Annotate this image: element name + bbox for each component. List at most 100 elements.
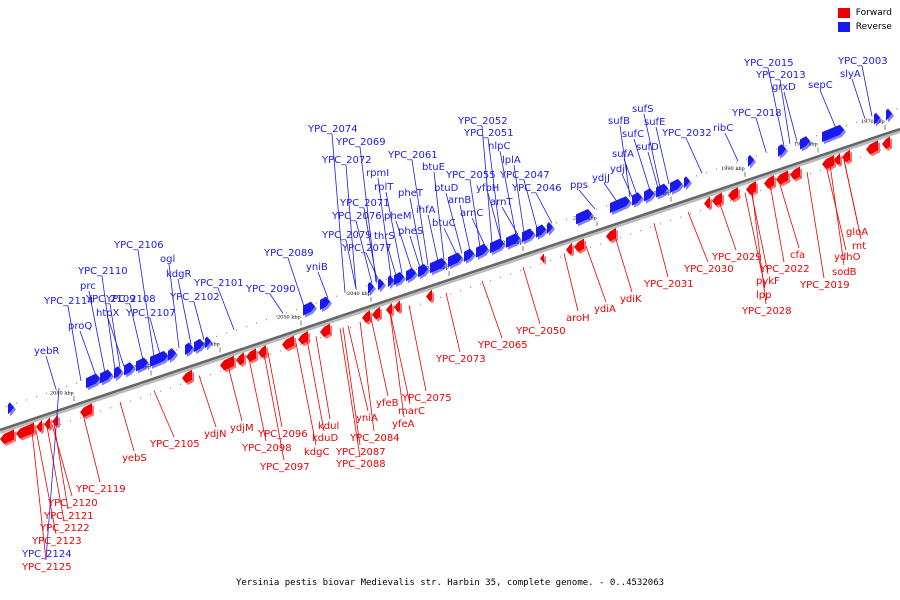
reverse-gene-arrow[interactable] — [886, 108, 892, 121]
gene-label-ynia[interactable]: yniA — [356, 413, 378, 424]
gene-label-phet[interactable]: pheT — [398, 188, 424, 199]
gene-label-ypc-2097[interactable]: YPC_2097 — [259, 462, 310, 473]
gene-label-arnt[interactable]: arnT — [490, 197, 513, 208]
forward-gene-arrow[interactable] — [566, 242, 572, 255]
forward-gene-arrow[interactable] — [746, 181, 756, 195]
gene-label-ogl[interactable]: ogl — [160, 254, 175, 265]
reverse-gene-arrow[interactable] — [430, 257, 446, 274]
gene-label-arnc[interactable]: arnC — [460, 208, 483, 219]
gene-label-ypc-2074[interactable]: YPC_2074 — [307, 124, 358, 135]
gene-label-btud[interactable]: btuD — [434, 183, 459, 194]
forward-gene-arrow[interactable] — [764, 175, 774, 189]
reverse-gene-arrow[interactable] — [136, 357, 148, 372]
gene-label-ynib[interactable]: yniB — [306, 262, 328, 273]
gene-label-ypc-2106[interactable]: YPC_2106 — [113, 240, 164, 251]
gene-label-ihfa[interactable]: ihfA — [416, 205, 436, 216]
reverse-gene-arrow[interactable] — [644, 188, 654, 202]
forward-gene-arrow[interactable] — [298, 330, 308, 345]
forward-gene-arrow[interactable] — [372, 306, 380, 320]
reverse-gene-arrow[interactable] — [150, 350, 168, 367]
forward-gene-arrow[interactable] — [866, 140, 878, 155]
gene-label-ypc-2018[interactable]: YPC_2018 — [731, 108, 782, 119]
gene-label-marc[interactable]: marC — [398, 406, 425, 417]
reverse-gene-arrow[interactable] — [547, 222, 553, 235]
gene-label-ypc-2013[interactable]: YPC_2013 — [755, 70, 806, 81]
gene-label-ypc-2071[interactable]: YPC_2071 — [339, 198, 390, 209]
gene-label-ypc-2050[interactable]: YPC_2050 — [515, 326, 566, 337]
gene-label-kdul[interactable]: kdul — [318, 421, 339, 432]
reverse-gene-arrow[interactable] — [194, 338, 204, 353]
reverse-gene-arrow[interactable] — [124, 362, 134, 376]
gene-label-ypc-2096[interactable]: YPC_2096 — [257, 429, 308, 440]
gene-label-ydjj[interactable]: ydjJ — [592, 173, 610, 184]
gene-label-thrs[interactable]: thrS — [374, 231, 395, 242]
gene-label-rpmi[interactable]: rpmI — [366, 168, 389, 179]
gene-label-prc[interactable]: prc — [80, 281, 96, 292]
gene-label-lpla[interactable]: lplA — [502, 155, 521, 166]
gene-label-nlpc[interactable]: nlpC — [488, 141, 510, 152]
gene-label-ypc-2119[interactable]: YPC_2119 — [75, 484, 126, 495]
reverse-gene-arrow[interactable] — [205, 336, 211, 349]
reverse-gene-arrow[interactable] — [406, 267, 416, 282]
gene-label-ypc-2090[interactable]: YPC_2090 — [245, 284, 296, 295]
forward-gene-arrow[interactable] — [362, 310, 370, 323]
forward-gene-arrow[interactable] — [394, 300, 400, 313]
gene-label-ypc-2031[interactable]: YPC_2031 — [643, 279, 694, 290]
gene-label-yfbh[interactable]: yfbH — [476, 183, 499, 194]
forward-gene-arrow[interactable] — [776, 170, 788, 185]
forward-gene-arrow[interactable] — [182, 369, 192, 384]
reverse-gene-arrow[interactable] — [670, 178, 682, 193]
reverse-gene-arrow[interactable] — [476, 243, 488, 258]
gene-label-slya[interactable]: slyA — [840, 69, 861, 80]
gene-label-sepc[interactable]: sepC — [808, 80, 833, 91]
reverse-gene-arrow[interactable] — [748, 154, 754, 167]
reverse-gene-arrow[interactable] — [536, 224, 546, 238]
gene-label-ypc-2076[interactable]: YPC_2076 — [331, 211, 382, 222]
gene-label-ypc-2047[interactable]: YPC_2047 — [499, 170, 550, 181]
gene-label-ydho[interactable]: ydhO — [834, 252, 861, 263]
reverse-gene-arrow[interactable] — [368, 281, 374, 294]
gene-label-ypc-2125[interactable]: YPC_2125 — [21, 562, 72, 573]
gene-label-sufb[interactable]: sufB — [608, 116, 630, 127]
gene-label-ypc-2114[interactable]: YPC_2114 — [43, 296, 94, 307]
gene-label-ypc-2108[interactable]: YPC_2108 — [105, 294, 156, 305]
gene-label-ypc-2022[interactable]: YPC_2022 — [759, 264, 810, 275]
gene-label-gloa[interactable]: gloA — [846, 227, 868, 238]
gene-label-ydjn[interactable]: ydjN — [204, 429, 227, 440]
reverse-gene-arrow[interactable] — [576, 209, 592, 225]
gene-label-ypc-2122[interactable]: YPC_2122 — [39, 523, 90, 534]
gene-label-ypc-2061[interactable]: YPC_2061 — [387, 150, 438, 161]
reverse-gene-arrow[interactable] — [8, 402, 14, 415]
reverse-gene-arrow[interactable] — [185, 342, 193, 356]
gene-label-ydji[interactable]: ydjI — [610, 164, 628, 175]
forward-gene-arrow[interactable] — [426, 289, 432, 302]
forward-gene-arrow[interactable] — [704, 196, 710, 209]
gene-label-cfa[interactable]: cfa — [790, 250, 805, 261]
reverse-gene-arrow[interactable] — [684, 176, 690, 189]
gene-label-phes[interactable]: pheS — [398, 226, 423, 237]
gene-label-arnb[interactable]: arnB — [448, 195, 471, 206]
forward-gene-arrow[interactable] — [80, 403, 92, 418]
gene-label-ydjm[interactable]: ydjM — [230, 423, 254, 434]
gene-label-kdud[interactable]: kduD — [312, 433, 338, 444]
gene-label-rnt[interactable]: rnt — [852, 241, 866, 252]
gene-label-ypc-2052[interactable]: YPC_2052 — [457, 116, 508, 127]
forward-gene-arrow[interactable] — [320, 323, 330, 337]
forward-gene-arrow[interactable] — [0, 429, 14, 444]
gene-label-ypc-2089[interactable]: YPC_2089 — [263, 248, 314, 259]
gene-label-ypc-2051[interactable]: YPC_2051 — [463, 128, 514, 139]
gene-label-yebs[interactable]: yebS — [122, 453, 147, 464]
gene-label-ydia[interactable]: ydiA — [594, 304, 616, 315]
forward-gene-arrow[interactable] — [606, 227, 616, 242]
gene-label-ypc-2055[interactable]: YPC_2055 — [445, 170, 496, 181]
gene-label-sufd[interactable]: sufD — [636, 142, 659, 153]
forward-gene-arrow[interactable] — [282, 335, 294, 350]
gene-label-ypc-2123[interactable]: YPC_2123 — [31, 536, 82, 547]
forward-gene-arrow[interactable] — [882, 136, 890, 150]
reverse-gene-arrow[interactable] — [388, 275, 394, 288]
reverse-gene-arrow[interactable] — [168, 348, 176, 361]
forward-gene-arrow[interactable] — [16, 422, 34, 439]
forward-gene-arrow[interactable] — [728, 187, 738, 201]
reverse-gene-arrow[interactable] — [448, 252, 462, 268]
forward-gene-arrow[interactable] — [220, 355, 234, 371]
